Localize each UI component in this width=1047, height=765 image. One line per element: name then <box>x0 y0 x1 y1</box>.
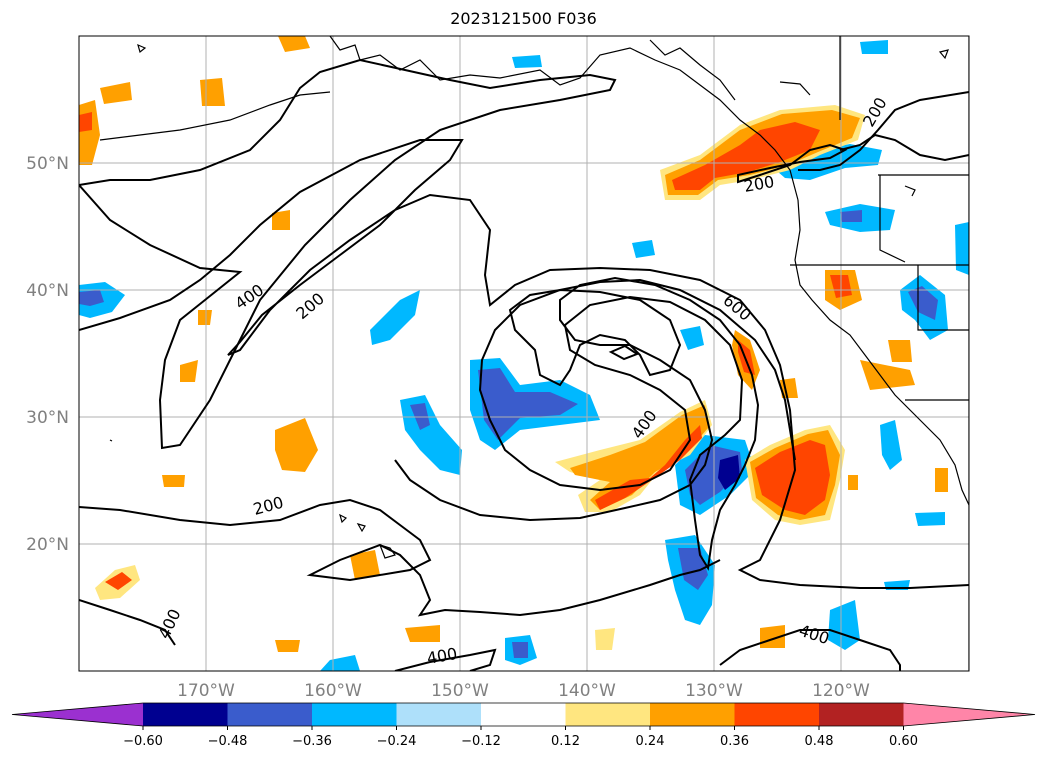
longitude-labels: 170°W 160°W 150°W 140°W 130°W 120°W <box>177 681 870 701</box>
coastlines <box>99 36 969 671</box>
negative-anomaly-area <box>880 420 902 470</box>
positive-anomaly-area <box>935 468 948 492</box>
lon-tick-label: 160°W <box>304 681 362 701</box>
negative-anomaly-area <box>915 512 945 526</box>
colorbar-tick-label: 0.12 <box>551 734 580 749</box>
colorbar-tick-label: 0.24 <box>636 734 665 749</box>
height-contours <box>79 58 969 671</box>
positive-anomaly-area <box>198 310 212 325</box>
negative-anomaly-core <box>908 286 938 320</box>
negative-anomaly-extreme <box>718 455 740 490</box>
colorbar-swatch <box>734 703 820 726</box>
positive-anomaly-area <box>272 210 290 230</box>
colorbar-tick-label: −0.48 <box>208 734 248 749</box>
negative-anomaly-area <box>632 240 655 258</box>
positive-anomaly-core <box>595 425 702 510</box>
positive-anomaly-area <box>888 340 912 362</box>
lat-tick-label: 40°N <box>26 281 69 301</box>
lat-tick-label: 30°N <box>26 408 69 428</box>
lat-tick-label: 20°N <box>26 535 69 555</box>
colorbar-tick-label: −0.12 <box>461 734 501 749</box>
colorbar-extend-min <box>12 703 143 726</box>
negative-anomaly-area <box>680 326 704 350</box>
positive-anomaly-core <box>672 122 820 190</box>
colorbar-swatch <box>143 703 228 726</box>
lon-tick-label: 120°W <box>812 681 870 701</box>
lon-tick-label: 170°W <box>177 681 235 701</box>
negative-anomaly-core <box>678 548 708 590</box>
colorbar-swatch <box>650 703 735 726</box>
negative-anomaly-core <box>840 210 862 222</box>
positive-anomaly-area <box>180 360 198 382</box>
negative-anomaly-area <box>512 55 542 68</box>
lat-tick-label: 50°N <box>26 154 69 174</box>
positive-anomaly-area <box>350 550 380 580</box>
negative-anomaly-core <box>512 642 528 658</box>
map-frame <box>78 35 970 672</box>
colorbar-extend-max <box>903 703 1035 726</box>
colorbar-swatch <box>227 703 313 726</box>
positive-anomaly-core <box>79 112 92 132</box>
lon-tick-label: 130°W <box>685 681 743 701</box>
colorbar-tick-label: 0.48 <box>805 734 834 749</box>
negative-anomaly-area <box>370 290 420 345</box>
colorbar-swatch <box>396 703 482 726</box>
colorbar-swatch <box>819 703 904 726</box>
negative-anomaly-area <box>320 655 360 671</box>
colorbar-tick-label: 0.60 <box>889 734 918 749</box>
positive-anomaly-area <box>200 78 225 106</box>
positive-anomaly-area <box>162 475 185 487</box>
colorbar-tick-label: −0.24 <box>377 734 417 749</box>
negative-anomaly-core <box>478 368 578 440</box>
positive-anomaly-area <box>278 36 310 52</box>
negative-anomaly-area <box>860 40 888 54</box>
colorbar-swatch <box>312 703 397 726</box>
colorbar-swatch <box>481 703 566 726</box>
positive-anomaly-area <box>848 475 858 490</box>
shaded-fields <box>79 36 969 671</box>
positive-anomaly-area <box>570 405 708 510</box>
positive-anomaly-area <box>100 82 132 104</box>
positive-anomaly-area <box>275 418 318 472</box>
negative-anomaly-core <box>79 290 104 306</box>
colorbar-tick-label: −0.60 <box>123 734 163 749</box>
positive-anomaly-area <box>405 625 440 642</box>
map-title: 2023121500 F036 <box>450 9 597 28</box>
colorbar-swatch <box>565 703 651 726</box>
latitude-labels: 20°N 30°N 40°N 50°N <box>26 154 69 555</box>
colorbar: −0.60 −0.48 −0.36 −0.24 −0.12 0.12 0.24 0.36 0.4… <box>11 702 1036 749</box>
colorbar-tick-label: −0.36 <box>292 734 332 749</box>
positive-anomaly-area <box>275 640 300 652</box>
positive-anomaly-core <box>105 572 132 590</box>
lon-tick-label: 140°W <box>558 681 616 701</box>
lon-tick-label: 150°W <box>431 681 489 701</box>
positive-anomaly-area <box>595 628 615 650</box>
colorbar-tick-label: 0.36 <box>720 734 749 749</box>
negative-anomaly-area <box>955 222 969 275</box>
